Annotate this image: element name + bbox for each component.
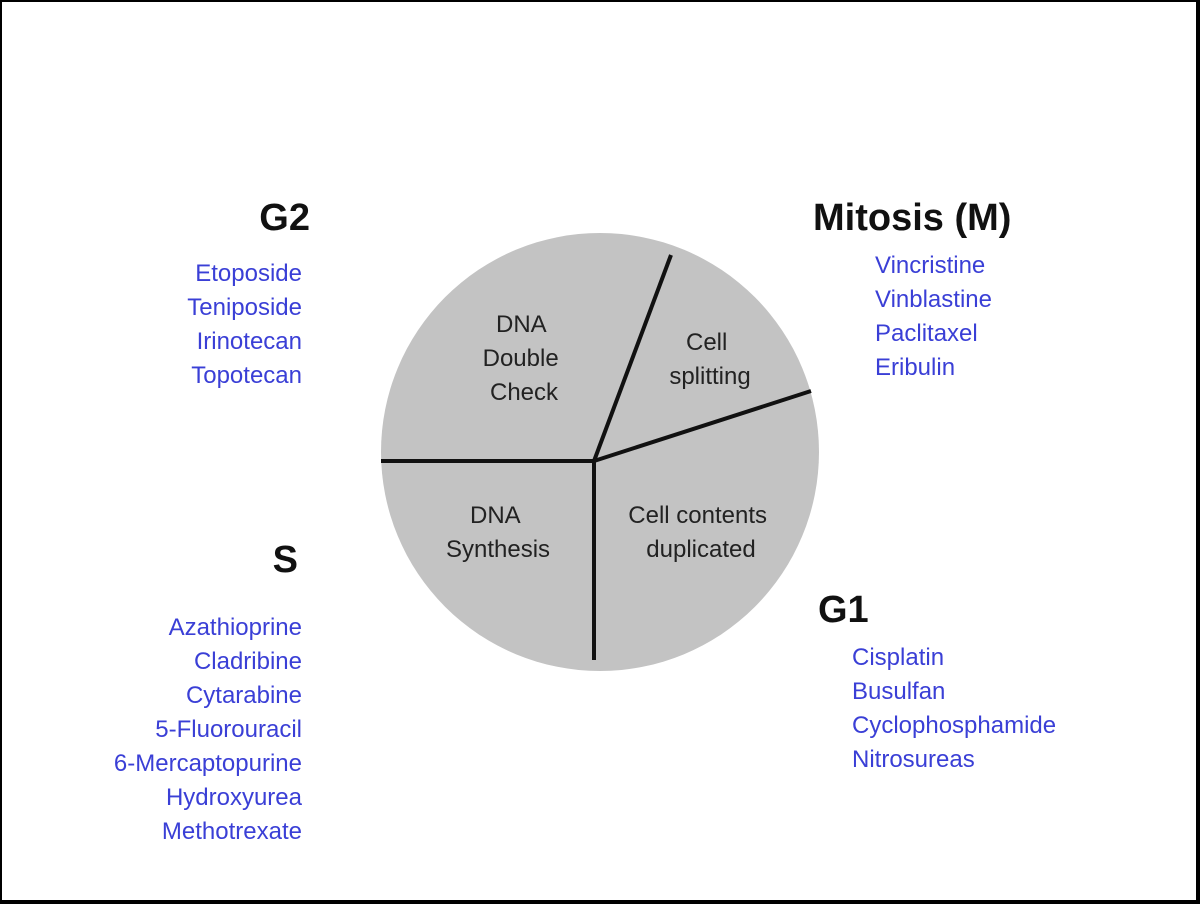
drug-item: Irinotecan bbox=[196, 328, 302, 355]
drug-list-g2: Etoposide Teniposide Irinotecan Topoteca… bbox=[187, 257, 302, 393]
segment-g2-line: Double bbox=[483, 345, 559, 372]
phase-title-g1: G1 bbox=[818, 589, 869, 631]
drug-item: Etoposide bbox=[195, 260, 302, 287]
segment-g1-label: Cell contents duplicated bbox=[628, 502, 773, 563]
drug-item: Teniposide bbox=[187, 294, 302, 321]
phase-title-mitosis: Mitosis (M) bbox=[813, 197, 1012, 239]
drug-item: Busulfan bbox=[852, 678, 946, 705]
cycle-circle bbox=[381, 233, 819, 671]
drug-item: Vincristine bbox=[875, 252, 986, 279]
drug-item: 6-Mercaptopurine bbox=[113, 750, 302, 777]
phase-title-g2: G2 bbox=[259, 197, 310, 239]
drug-item: Cytarabine bbox=[185, 682, 302, 709]
drug-item: Topotecan bbox=[191, 362, 302, 389]
drug-list-mitosis: Vincristine Vinblastine Paclitaxel Eribu… bbox=[875, 249, 992, 385]
segment-g2-label: DNA Double Check bbox=[483, 311, 566, 406]
divider-top bbox=[592, 254, 673, 462]
phase-title-s: S bbox=[272, 539, 298, 581]
segment-mitosis-line: Cell bbox=[686, 329, 727, 356]
drug-item: Hydroxyurea bbox=[165, 784, 302, 811]
drug-list-g1: Cisplatin Busulfan Cyclophosphamide Nitr… bbox=[852, 641, 1056, 777]
segment-s-line: Synthesis bbox=[446, 536, 550, 563]
divider-right bbox=[593, 389, 812, 463]
drug-item: 5-Fluorouracil bbox=[155, 716, 302, 743]
drug-item: Nitrosureas bbox=[852, 746, 975, 773]
drug-item: Vinblastine bbox=[875, 286, 992, 313]
drug-item: Paclitaxel bbox=[875, 320, 978, 347]
segment-g1-line: duplicated bbox=[646, 536, 755, 563]
segment-g2-line: DNA bbox=[496, 311, 547, 338]
segment-mitosis-line: splitting bbox=[669, 363, 750, 390]
drug-item: Methotrexate bbox=[161, 818, 302, 845]
drug-item: Cladribine bbox=[193, 648, 302, 675]
segment-g1-line: Cell contents bbox=[628, 502, 767, 529]
drug-item: Cyclophosphamide bbox=[852, 712, 1057, 739]
segment-g2-line: Check bbox=[490, 379, 559, 406]
drug-item: Cisplatin bbox=[852, 644, 945, 671]
drug-item: Azathioprine bbox=[168, 614, 302, 641]
segment-mitosis-label: Cell splitting bbox=[669, 329, 750, 390]
segment-s-label: DNA Synthesis bbox=[446, 502, 550, 563]
drug-list-s: Azathioprine Cladribine Cytarabine 5-Flu… bbox=[114, 611, 302, 849]
segment-s-line: DNA bbox=[470, 502, 521, 529]
drug-item: Eribulin bbox=[875, 354, 956, 381]
